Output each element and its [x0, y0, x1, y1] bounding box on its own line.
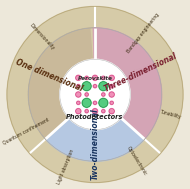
- Text: Tunability: Tunability: [160, 110, 182, 120]
- Text: Bandgap engineering: Bandgap engineering: [126, 12, 160, 54]
- Text: Two-dimensional: Two-dimensional: [90, 109, 100, 180]
- Circle shape: [76, 109, 81, 114]
- Text: Light absorption: Light absorption: [56, 149, 75, 185]
- Text: Quantum confinement: Quantum confinement: [2, 117, 50, 146]
- Circle shape: [93, 84, 97, 88]
- Circle shape: [85, 76, 88, 80]
- Circle shape: [99, 82, 108, 91]
- Wedge shape: [93, 28, 162, 138]
- Circle shape: [102, 93, 105, 96]
- Circle shape: [82, 82, 91, 91]
- Circle shape: [76, 92, 81, 97]
- Circle shape: [7, 6, 183, 183]
- Circle shape: [77, 101, 80, 105]
- Circle shape: [93, 101, 97, 105]
- Text: Dimensionality: Dimensionality: [28, 23, 55, 51]
- Circle shape: [76, 75, 81, 80]
- Text: One dimensional: One dimensional: [14, 57, 84, 93]
- Circle shape: [77, 84, 80, 88]
- Circle shape: [109, 75, 114, 80]
- Circle shape: [85, 93, 88, 96]
- Circle shape: [82, 98, 91, 107]
- Circle shape: [92, 75, 98, 80]
- Circle shape: [109, 109, 114, 114]
- Wedge shape: [47, 119, 143, 161]
- Circle shape: [102, 76, 105, 80]
- Circle shape: [102, 109, 105, 113]
- Circle shape: [92, 109, 98, 114]
- Circle shape: [60, 59, 130, 130]
- Circle shape: [85, 109, 88, 113]
- Wedge shape: [28, 28, 92, 138]
- Circle shape: [110, 84, 113, 88]
- Text: Photodetectors: Photodetectors: [66, 114, 124, 120]
- Text: Three-dimensional: Three-dimensional: [102, 52, 178, 94]
- Text: Perovskite: Perovskite: [78, 76, 112, 81]
- Circle shape: [99, 98, 108, 107]
- Circle shape: [109, 92, 114, 97]
- Circle shape: [110, 101, 113, 105]
- Text: Optoelectronic: Optoelectronic: [125, 145, 147, 177]
